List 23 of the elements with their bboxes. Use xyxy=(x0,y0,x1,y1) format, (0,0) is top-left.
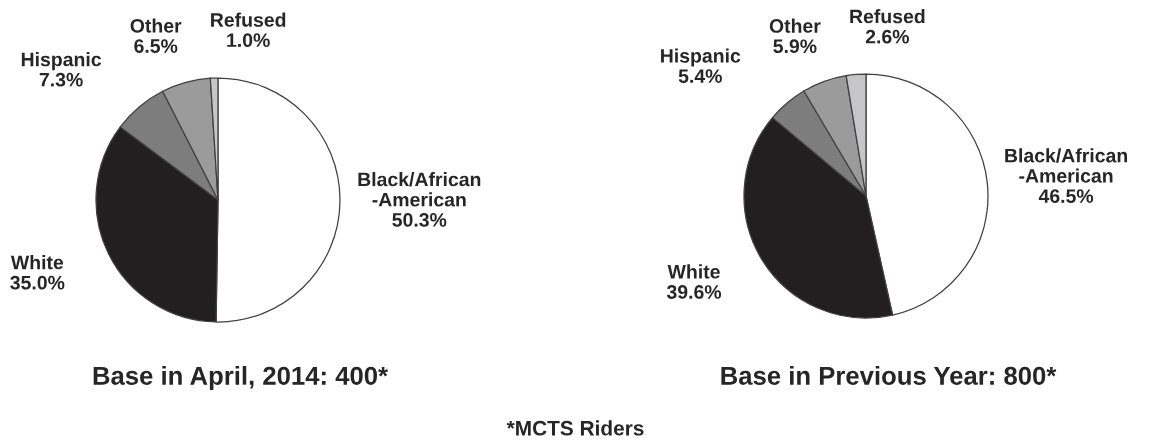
data-label: 6.5% xyxy=(134,39,178,53)
slice-label: Other xyxy=(130,18,182,33)
data-label: 39.6% xyxy=(666,285,722,299)
data-label: 50.3% xyxy=(392,213,447,227)
slice-label: White xyxy=(667,264,720,279)
slice-label: Other xyxy=(769,18,821,33)
slice-label: Hispanic xyxy=(661,48,741,67)
data-label: 7.3% xyxy=(39,72,83,87)
text: *MCTS Riders xyxy=(506,420,644,436)
slice-label: Hispanic xyxy=(21,52,102,71)
data-label: 2.6% xyxy=(865,29,909,44)
data-label: 35.0% xyxy=(10,275,65,290)
data-label: 1.0% xyxy=(227,33,270,48)
slice-label: Black/African -American xyxy=(1005,148,1128,183)
text: Base in Previous Year: 800* xyxy=(721,366,1057,385)
data-label: 5.4% xyxy=(678,69,722,83)
text: Base in April, 2014: 400* xyxy=(93,366,389,390)
slice-label: Refused xyxy=(211,12,286,27)
data-label: 5.9% xyxy=(773,39,817,54)
slice-label: Refused xyxy=(850,9,925,24)
slice-label: Black/African -American xyxy=(358,172,481,207)
slice-label: White xyxy=(10,255,64,270)
data-label: 46.5% xyxy=(1038,189,1094,203)
